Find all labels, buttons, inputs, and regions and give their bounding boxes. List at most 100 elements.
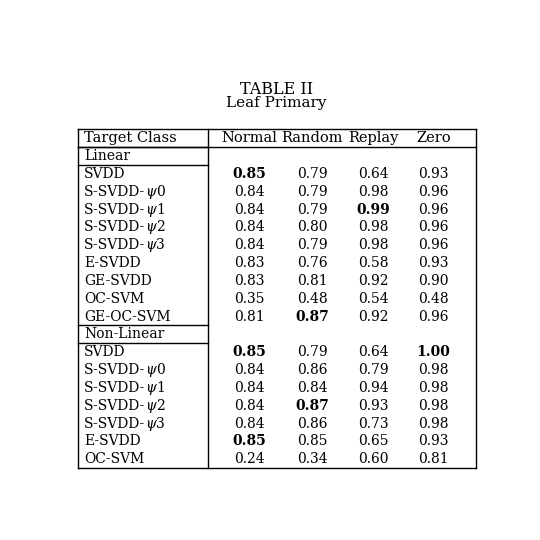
Text: TABLE II: TABLE II: [240, 82, 313, 98]
Text: 0.64: 0.64: [357, 167, 388, 181]
Text: Linear: Linear: [84, 149, 130, 163]
Text: ψ: ψ: [145, 399, 157, 413]
Text: 0.98: 0.98: [418, 416, 449, 430]
Text: 0.93: 0.93: [418, 434, 449, 448]
Text: 0.76: 0.76: [297, 256, 328, 270]
Text: 0.99: 0.99: [356, 202, 390, 217]
Text: 0.85: 0.85: [233, 434, 266, 448]
Text: ψ: ψ: [145, 220, 157, 234]
Text: S-SVDD-: S-SVDD-: [84, 381, 145, 395]
Text: 3: 3: [157, 416, 165, 430]
Text: 0.86: 0.86: [297, 416, 328, 430]
Text: Normal: Normal: [221, 131, 278, 145]
Text: 0.98: 0.98: [358, 185, 388, 199]
Text: Leaf Primary: Leaf Primary: [226, 96, 327, 110]
Text: 1.00: 1.00: [417, 345, 450, 359]
Text: 0.79: 0.79: [297, 345, 328, 359]
Text: S-SVDD-: S-SVDD-: [84, 238, 145, 252]
Text: 0.98: 0.98: [358, 238, 388, 252]
Text: 0.73: 0.73: [357, 416, 388, 430]
Text: 0.79: 0.79: [357, 363, 388, 377]
Text: 3: 3: [157, 238, 165, 252]
Text: 0.90: 0.90: [418, 274, 449, 288]
Text: 0.54: 0.54: [357, 292, 388, 306]
Text: 0.98: 0.98: [418, 381, 449, 395]
Text: 0.79: 0.79: [297, 185, 328, 199]
Text: SVDD: SVDD: [84, 167, 126, 181]
Text: 0.86: 0.86: [297, 363, 328, 377]
Text: 2: 2: [157, 220, 165, 234]
Text: 0.84: 0.84: [234, 381, 265, 395]
Text: 0.79: 0.79: [297, 167, 328, 181]
Text: OC-SVM: OC-SVM: [84, 452, 145, 466]
Text: S-SVDD-: S-SVDD-: [84, 202, 145, 217]
Text: OC-SVM: OC-SVM: [84, 292, 145, 306]
Text: 0.34: 0.34: [297, 452, 328, 466]
Text: 0.98: 0.98: [358, 220, 388, 234]
Text: 1: 1: [157, 381, 165, 395]
Text: 0: 0: [157, 363, 165, 377]
Text: 0.96: 0.96: [418, 309, 449, 323]
Text: ψ: ψ: [145, 202, 157, 217]
Text: E-SVDD: E-SVDD: [84, 256, 141, 270]
Text: S-SVDD-: S-SVDD-: [84, 416, 145, 430]
Text: 0.93: 0.93: [418, 167, 449, 181]
Text: 0.48: 0.48: [297, 292, 328, 306]
Text: ψ: ψ: [145, 381, 157, 395]
Text: Random: Random: [281, 131, 343, 145]
Text: 0.79: 0.79: [297, 202, 328, 217]
Text: 0.80: 0.80: [297, 220, 328, 234]
Text: S-SVDD-: S-SVDD-: [84, 220, 145, 234]
Text: 0.84: 0.84: [234, 363, 265, 377]
Text: 0.87: 0.87: [295, 399, 329, 413]
Text: S-SVDD-: S-SVDD-: [84, 185, 145, 199]
Text: 0.64: 0.64: [357, 345, 388, 359]
Text: 0.85: 0.85: [233, 345, 266, 359]
Text: 0.93: 0.93: [418, 256, 449, 270]
Text: 0.94: 0.94: [357, 381, 388, 395]
Text: S-SVDD-: S-SVDD-: [84, 363, 145, 377]
Text: Zero: Zero: [416, 131, 451, 145]
Text: 0.96: 0.96: [418, 202, 449, 217]
Text: 0: 0: [157, 185, 165, 199]
Text: 0.84: 0.84: [234, 220, 265, 234]
Text: 0.84: 0.84: [234, 238, 265, 252]
Text: 0.48: 0.48: [418, 292, 449, 306]
Text: 0.79: 0.79: [297, 238, 328, 252]
Text: ψ: ψ: [145, 363, 157, 377]
Text: 1: 1: [157, 202, 165, 217]
Text: 0.96: 0.96: [418, 238, 449, 252]
Text: 0.84: 0.84: [234, 185, 265, 199]
Text: GE-OC-SVM: GE-OC-SVM: [84, 309, 171, 323]
Text: E-SVDD: E-SVDD: [84, 434, 141, 448]
Text: Replay: Replay: [348, 131, 398, 145]
Text: 0.93: 0.93: [358, 399, 388, 413]
Text: ψ: ψ: [145, 238, 157, 252]
Text: 0.84: 0.84: [297, 381, 328, 395]
Text: 0.98: 0.98: [418, 399, 449, 413]
Text: ψ: ψ: [145, 185, 157, 199]
Text: ψ: ψ: [145, 416, 157, 430]
Text: SVDD: SVDD: [84, 345, 126, 359]
Text: 0.92: 0.92: [358, 309, 388, 323]
Text: 0.96: 0.96: [418, 185, 449, 199]
Text: 0.84: 0.84: [234, 416, 265, 430]
Text: 0.85: 0.85: [233, 167, 266, 181]
Text: 0.83: 0.83: [234, 274, 265, 288]
Text: Target Class: Target Class: [84, 131, 177, 145]
Text: 0.24: 0.24: [234, 452, 265, 466]
Text: 0.84: 0.84: [234, 202, 265, 217]
Text: 0.81: 0.81: [234, 309, 265, 323]
Text: 0.81: 0.81: [297, 274, 328, 288]
Text: 0.96: 0.96: [418, 220, 449, 234]
Text: 0.87: 0.87: [295, 309, 329, 323]
Text: 2: 2: [157, 399, 165, 413]
Text: 0.84: 0.84: [234, 399, 265, 413]
Text: S-SVDD-: S-SVDD-: [84, 399, 145, 413]
Text: 0.85: 0.85: [297, 434, 328, 448]
Text: 0.60: 0.60: [358, 452, 388, 466]
Text: Non-Linear: Non-Linear: [84, 327, 165, 341]
Text: 0.58: 0.58: [358, 256, 388, 270]
Text: 0.65: 0.65: [358, 434, 388, 448]
Text: 0.81: 0.81: [418, 452, 449, 466]
